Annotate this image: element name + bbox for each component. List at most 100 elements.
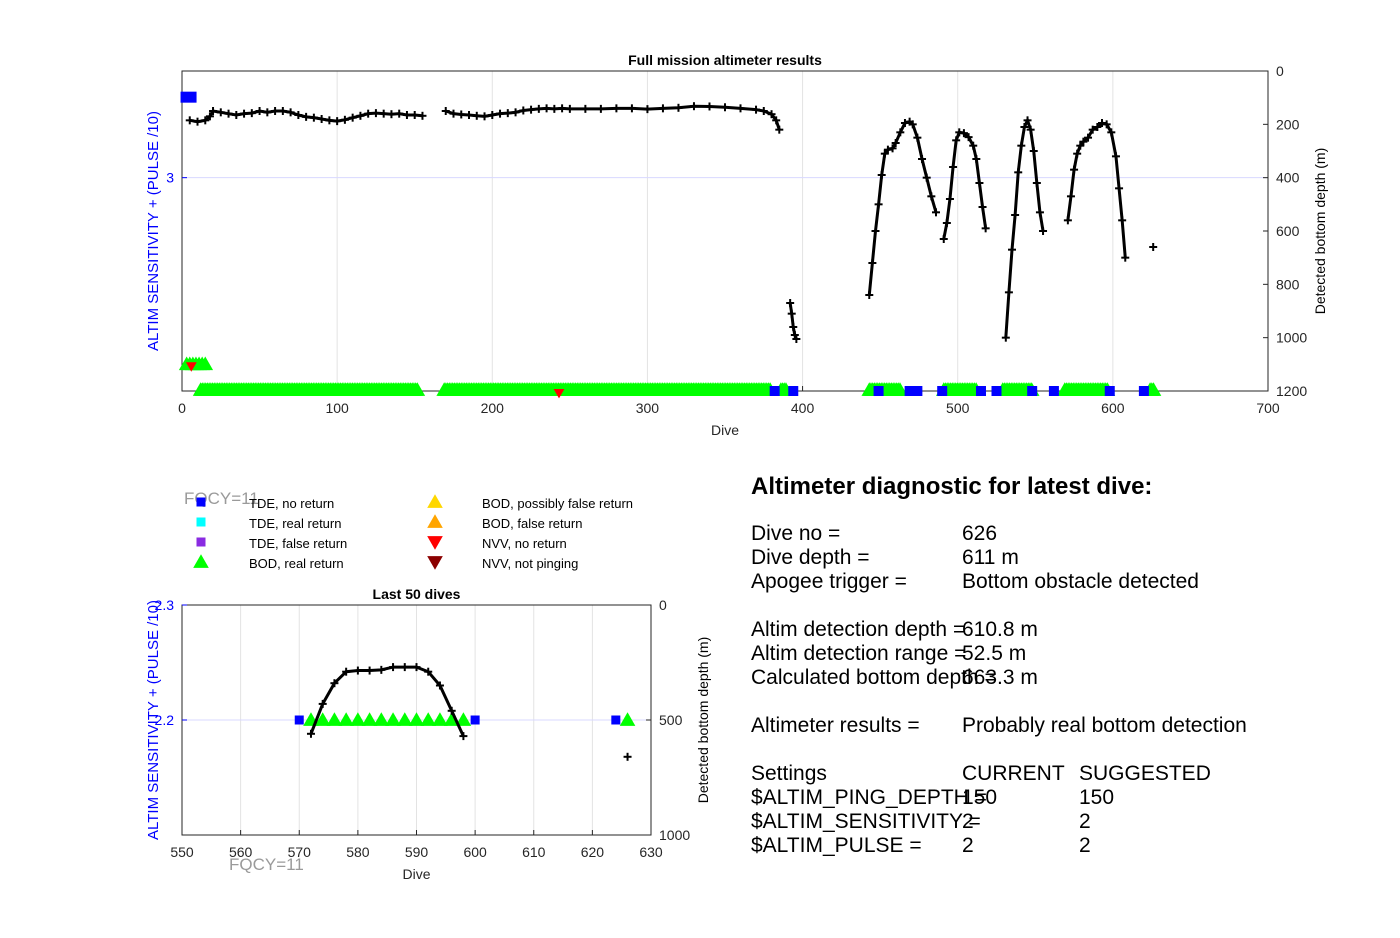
bottom-depth-marker bbox=[865, 291, 874, 299]
x-tick-label: 570 bbox=[288, 844, 312, 860]
y-right-tick-label: 400 bbox=[1276, 170, 1300, 186]
legend: TDE, no return TDE, real return TDE, false… bbox=[193, 494, 633, 571]
bottom-depth-marker bbox=[945, 195, 954, 203]
x-tick-label: 100 bbox=[325, 400, 349, 416]
tde-no-return-marker bbox=[1138, 386, 1149, 396]
settings-label: $ALTIM_PULSE = bbox=[751, 834, 922, 857]
tde-no-return-marker bbox=[912, 386, 923, 396]
bottom-depth-marker bbox=[488, 111, 497, 119]
bod-real-marker bbox=[396, 712, 413, 726]
bottom-depth-marker bbox=[1066, 192, 1075, 201]
bottom-depth-marker bbox=[503, 109, 512, 118]
x-tick-label: 600 bbox=[1101, 400, 1125, 416]
bottom-depth-marker bbox=[949, 163, 958, 171]
y-right-tick-label: 0 bbox=[659, 597, 667, 613]
settings-suggested: 150 bbox=[1079, 786, 1114, 809]
legend-label: TDE, false return bbox=[249, 536, 347, 551]
bottom-depth-marker bbox=[789, 323, 798, 331]
bottom-depth-marker bbox=[759, 107, 768, 115]
bottom-depth-marker bbox=[1102, 120, 1111, 129]
settings-header-label: Settings bbox=[751, 762, 827, 785]
bottom-depth-marker bbox=[400, 663, 409, 672]
plot-area bbox=[182, 71, 1268, 391]
bottom-depth-marker bbox=[674, 103, 683, 112]
bod-real-marker bbox=[1145, 382, 1162, 396]
bod-real-marker bbox=[314, 712, 331, 726]
bottom-depth-marker bbox=[888, 144, 897, 153]
legend-label: NVV, not pinging bbox=[482, 556, 578, 571]
diagnostic-label: Altim detection depth = bbox=[751, 618, 965, 641]
bottom-depth-marker bbox=[348, 113, 357, 122]
y-right-axis-label: Detected bottom depth (m) bbox=[695, 637, 711, 804]
bottom-depth-marker bbox=[306, 729, 315, 738]
bottom-depth-marker bbox=[877, 171, 886, 179]
tde-no-return-marker bbox=[991, 386, 1002, 396]
x-tick-label: 610 bbox=[522, 844, 546, 860]
bottom-depth-marker bbox=[1063, 216, 1072, 225]
bod-real-marker bbox=[432, 712, 448, 726]
bottom-depth-marker bbox=[643, 105, 652, 114]
bottom-depth-marker bbox=[975, 179, 984, 187]
bottom-depth-marker bbox=[1035, 208, 1044, 217]
x-tick-label: 300 bbox=[636, 400, 660, 416]
bottom-depth-marker bbox=[371, 109, 380, 118]
bod-real-marker bbox=[373, 712, 390, 726]
legend-marker bbox=[427, 514, 443, 528]
bottom-depth-marker bbox=[931, 208, 940, 217]
bottom-depth-marker bbox=[1029, 147, 1038, 155]
x-tick-label: 600 bbox=[463, 844, 487, 860]
bottom-depth-marker bbox=[1020, 123, 1029, 131]
bottom-depth-marker bbox=[1073, 149, 1082, 158]
bottom-depth-marker bbox=[271, 107, 280, 115]
settings-header-current: CURRENT bbox=[962, 762, 1065, 785]
bottom-depth-marker bbox=[318, 699, 327, 708]
bod-real-marker bbox=[385, 712, 401, 726]
bottom-depth-marker bbox=[519, 106, 528, 115]
x-tick-label: 200 bbox=[481, 400, 505, 416]
bottom-depth-marker bbox=[457, 110, 466, 119]
bod-real-marker bbox=[892, 382, 908, 396]
bod-real-marker bbox=[408, 712, 425, 726]
bottom-depth-marker bbox=[278, 107, 287, 115]
bottom-depth-marker bbox=[721, 103, 729, 112]
bottom-depth-marker bbox=[959, 129, 968, 138]
bottom-depth-marker bbox=[379, 109, 388, 118]
bottom-depth-marker bbox=[216, 108, 225, 117]
bod-real-marker bbox=[326, 712, 343, 726]
bottom-depth-marker bbox=[658, 104, 667, 113]
bottom-depth-marker bbox=[1008, 245, 1017, 254]
settings-current: 2 bbox=[962, 810, 974, 833]
bottom-depth-marker bbox=[871, 227, 880, 235]
bottom-depth-marker bbox=[1093, 123, 1102, 131]
x-axis-label: Dive bbox=[711, 422, 739, 438]
legend-label: BOD, false return bbox=[482, 516, 582, 531]
bottom-depth-marker bbox=[1001, 333, 1010, 342]
bod-real-marker bbox=[455, 712, 472, 726]
bottom-depth-marker bbox=[952, 136, 961, 145]
tde-no-return-marker bbox=[1104, 386, 1115, 396]
bottom-depth-marker bbox=[874, 200, 883, 209]
diagnostic-value: 626 bbox=[962, 522, 997, 545]
bottom-depth-marker bbox=[689, 102, 698, 111]
bottom-depth-marker bbox=[185, 116, 194, 125]
bottom-depth-marker bbox=[465, 111, 474, 119]
bottom-depth-marker bbox=[927, 192, 936, 201]
bottom-depth-marker bbox=[1004, 288, 1013, 297]
diagnostic-heading: Altimeter diagnostic for latest dive: bbox=[751, 473, 1152, 500]
tde-no-return-marker bbox=[470, 715, 480, 725]
fqcy-watermark: FQCY=11 bbox=[229, 855, 304, 874]
y-right-tick-label: 500 bbox=[659, 712, 683, 728]
settings-label: $ALTIM_PING_DEPTH = bbox=[751, 786, 987, 809]
bottom-depth-marker bbox=[201, 116, 210, 125]
y-left-tick-label: 3 bbox=[166, 170, 174, 186]
diagnostic-value: Probably real bottom detection bbox=[962, 714, 1247, 737]
bottom-depth-marker bbox=[527, 105, 536, 114]
bottom-depth-marker bbox=[424, 667, 433, 676]
y-right-tick-label: 800 bbox=[1276, 276, 1300, 292]
tde-no-return-marker bbox=[975, 386, 986, 396]
diagnostic-value: 610.8 m bbox=[962, 618, 1038, 641]
x-tick-label: 630 bbox=[639, 844, 663, 860]
bottom-depth-marker bbox=[790, 331, 799, 339]
bottom-depth-marker bbox=[705, 102, 714, 111]
bottom-depth-marker bbox=[330, 679, 339, 688]
